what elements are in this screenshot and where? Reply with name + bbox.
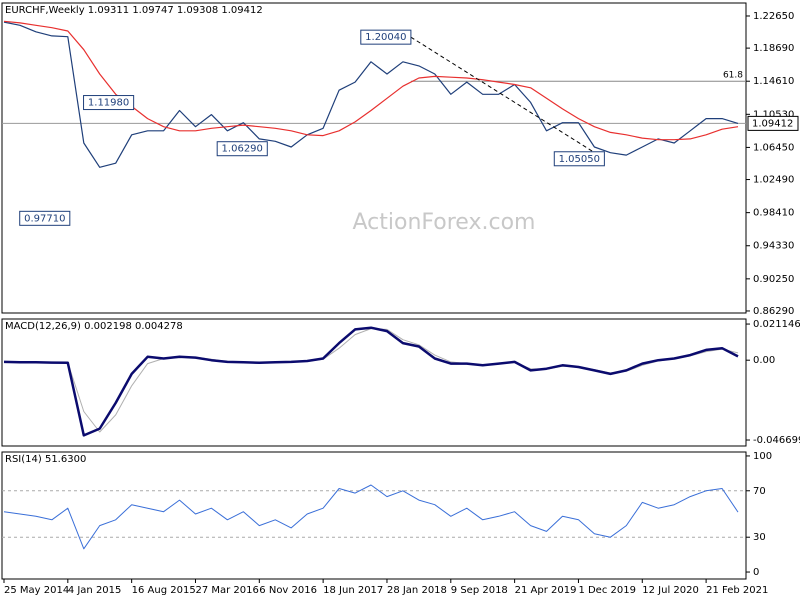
annotation-label: 1.06290 bbox=[222, 144, 263, 155]
y-tick-label: 1.02490 bbox=[753, 175, 794, 186]
x-tick-label: 9 Sep 2018 bbox=[451, 585, 508, 596]
y-tick-label: 0.00 bbox=[753, 355, 775, 366]
series-line bbox=[3, 21, 739, 168]
x-tick-label: 25 May 2014 bbox=[4, 585, 69, 596]
fib-label: 61.8 bbox=[723, 71, 743, 81]
y-tick-label: 0.021146 bbox=[753, 319, 800, 330]
last-price-label: 1.09412 bbox=[752, 118, 793, 129]
x-tick-label: 6 Nov 2016 bbox=[259, 585, 317, 596]
trend-line bbox=[410, 36, 605, 160]
y-tick-label: 100 bbox=[753, 451, 772, 462]
series-line bbox=[3, 326, 739, 437]
price-panel bbox=[1, 2, 747, 314]
panel-title: RSI(14) 51.6300 bbox=[5, 454, 86, 465]
panel-title: MACD(12,26,9) 0.002198 0.004278 bbox=[5, 321, 183, 332]
chart-title: EURCHF,Weekly 1.09311 1.09747 1.09308 1.… bbox=[5, 5, 263, 16]
annotation-box bbox=[19, 210, 71, 226]
last-price-box bbox=[747, 115, 799, 131]
x-tick-label: 12 Jul 2020 bbox=[642, 585, 699, 596]
series-line bbox=[3, 328, 739, 433]
rsi-panel bbox=[1, 451, 747, 580]
y-tick-label: 0.94330 bbox=[753, 241, 794, 252]
x-tick-label: 16 Aug 2015 bbox=[132, 585, 196, 596]
y-tick-label: 70 bbox=[753, 486, 766, 497]
macd-panel bbox=[1, 318, 747, 447]
y-tick-label: 1.14610 bbox=[753, 76, 794, 87]
y-tick-label: 0.98410 bbox=[753, 208, 794, 219]
y-tick-label: 0 bbox=[753, 567, 759, 578]
y-tick-label: 1.10530 bbox=[753, 109, 794, 120]
series-line bbox=[3, 484, 739, 550]
y-tick-label: 30 bbox=[753, 532, 766, 543]
annotation-label: 0.97710 bbox=[24, 213, 65, 224]
annotation-box bbox=[83, 95, 135, 111]
y-tick-label: -0.046699 bbox=[753, 435, 800, 446]
y-tick-label: 1.06450 bbox=[753, 142, 794, 153]
x-tick-label: 21 Feb 2021 bbox=[706, 585, 768, 596]
x-tick-label: 27 Mar 2016 bbox=[195, 585, 258, 596]
y-tick-label: 1.18690 bbox=[753, 43, 794, 54]
watermark: ActionForex.com bbox=[353, 210, 536, 235]
x-tick-label: 4 Jan 2015 bbox=[68, 585, 122, 596]
x-tick-label: 1 Dec 2019 bbox=[578, 585, 636, 596]
annotation-box bbox=[360, 29, 412, 45]
x-tick-label: 28 Jan 2018 bbox=[387, 585, 447, 596]
y-tick-label: 1.22650 bbox=[753, 11, 794, 22]
annotation-label: 1.05050 bbox=[559, 154, 600, 165]
y-tick-label: 0.90250 bbox=[753, 274, 794, 285]
x-tick-label: 18 Jun 2017 bbox=[323, 585, 383, 596]
annotation-box bbox=[553, 151, 605, 167]
annotation-label: 1.20040 bbox=[365, 32, 406, 43]
y-tick-label: 0.86290 bbox=[753, 306, 794, 317]
x-tick-label: 21 Apr 2019 bbox=[515, 585, 577, 596]
annotation-box bbox=[216, 141, 268, 157]
annotation-label: 1.11980 bbox=[88, 98, 129, 109]
